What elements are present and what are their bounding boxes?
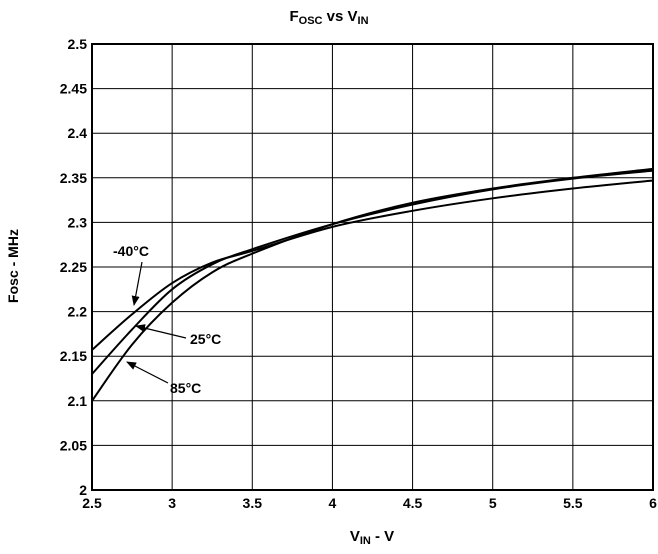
annotations: -40°C 25°C 85°C — [113, 243, 221, 396]
x-tick-label: 3 — [168, 495, 176, 511]
chart-title: FOSC vs VIN — [289, 8, 368, 27]
title-mid: vs V — [322, 8, 357, 25]
series-line — [91, 167, 654, 402]
title-sub2: IN — [358, 15, 369, 27]
series-line — [91, 179, 654, 351]
y-tick-label: 2.25 — [60, 259, 87, 275]
title-sub1: OSC — [299, 15, 323, 27]
grid — [91, 43, 654, 491]
xlabel-rest: - V — [371, 528, 394, 545]
annotation-arrow — [126, 361, 169, 384]
x-tick-labels: 2.5 3 3.5 4 4.5 5 5.5 6 — [82, 495, 657, 511]
y-tick-label: 2.1 — [68, 393, 88, 409]
x-tick-label: 4.5 — [403, 495, 423, 511]
title-main: F — [289, 8, 298, 25]
x-tick-label: 2.5 — [82, 495, 102, 511]
y-tick-label: 2 — [79, 482, 87, 498]
y-tick-label: 2.15 — [60, 348, 87, 364]
y-tick-label: 2.2 — [68, 304, 88, 320]
y-tick-label: 2.4 — [68, 125, 88, 141]
y-axis-label: Fosc - MHz — [5, 229, 21, 303]
x-tick-label: 6 — [649, 495, 657, 511]
plot-frame — [91, 43, 654, 491]
x-tick-label: 5.5 — [563, 495, 583, 511]
annotation-label: -40°C — [113, 243, 149, 259]
y-tick-labels: 2 2.05 2.1 2.15 2.2 2.25 2.3 2.35 2.4 2.45 2.5 — [60, 36, 87, 498]
annotation-arrow — [131, 261, 143, 306]
annotation-arrow — [135, 324, 187, 339]
y-tick-label: 2.45 — [60, 81, 87, 97]
xlabel-sub: IN — [360, 535, 371, 547]
x-tick-label: 3.5 — [243, 495, 263, 511]
x-tick-label: 5 — [489, 495, 497, 511]
xlabel-main: V — [350, 528, 360, 545]
series-lines — [91, 167, 654, 402]
y-tick-label: 2.35 — [60, 170, 87, 186]
x-axis-label: VIN - V — [350, 528, 394, 547]
series-line — [91, 169, 654, 375]
y-tick-label: 2.3 — [68, 214, 88, 230]
annotation-label: 25°C — [190, 331, 221, 347]
y-tick-label: 2.5 — [68, 36, 88, 52]
x-tick-label: 4 — [329, 495, 337, 511]
annotation-label: 85°C — [170, 380, 201, 396]
y-tick-label: 2.05 — [60, 437, 87, 453]
